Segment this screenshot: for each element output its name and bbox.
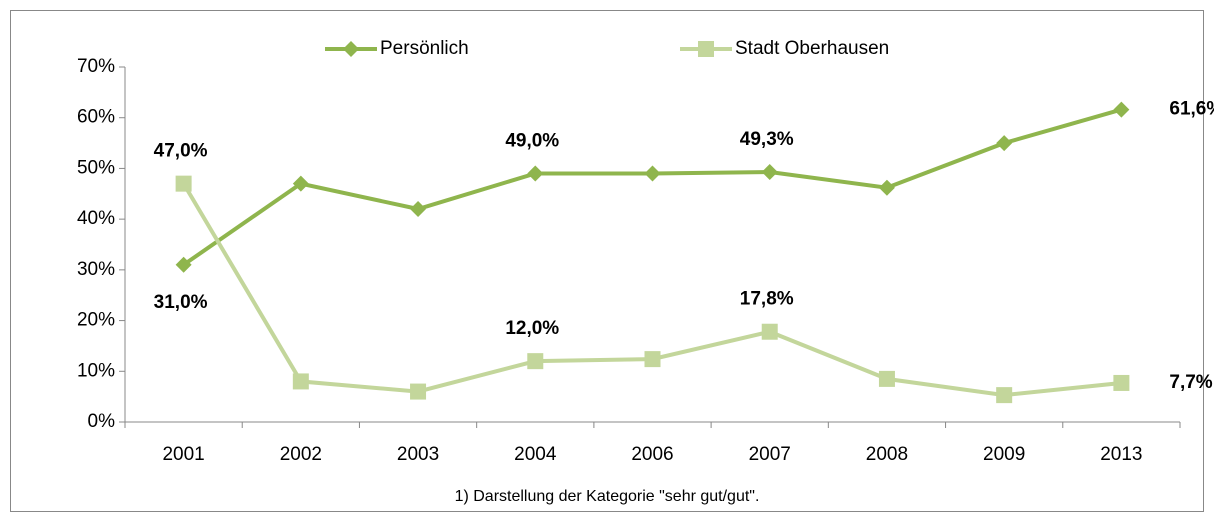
x-tick-label: 2004 — [514, 444, 557, 465]
value-label: 61,6% — [1169, 99, 1214, 120]
x-tick-label: 2007 — [749, 444, 791, 465]
x-tick-label: 2008 — [866, 444, 908, 465]
data-point — [410, 201, 427, 217]
legend-label: Stadt Oberhausen — [735, 38, 889, 59]
data-point — [292, 373, 309, 390]
x-tick-label: 2001 — [162, 444, 204, 465]
data-point — [644, 165, 661, 182]
chart-frame — [10, 10, 1204, 512]
x-tick-label: 2013 — [1100, 444, 1142, 465]
data-point — [761, 163, 778, 180]
data-point — [175, 256, 192, 273]
value-label: 49,0% — [505, 131, 559, 152]
y-tick-label: 10% — [77, 360, 115, 381]
data-point — [175, 175, 192, 192]
legend-label: Persönlich — [380, 38, 469, 59]
y-tick-label: 0% — [88, 411, 116, 432]
data-point — [527, 353, 544, 370]
data-point — [410, 383, 427, 400]
data-point — [878, 370, 895, 387]
data-point — [1113, 101, 1130, 118]
value-label: 12,0% — [505, 318, 559, 339]
value-label: 7,7% — [1169, 372, 1212, 393]
x-tick-label: 2009 — [983, 444, 1025, 465]
y-tick-label: 60% — [77, 107, 115, 128]
data-point — [527, 165, 544, 182]
data-point — [996, 135, 1013, 152]
data-point — [1113, 374, 1130, 391]
data-point — [761, 323, 778, 340]
x-tick-label: 2002 — [280, 444, 322, 465]
legend-marker — [698, 41, 714, 57]
data-point — [996, 387, 1013, 404]
value-label: 49,3% — [740, 129, 794, 150]
value-label: 47,0% — [154, 141, 208, 162]
x-tick-label: 2003 — [397, 444, 439, 465]
legend-marker — [343, 41, 359, 57]
data-point — [878, 179, 895, 196]
footnote: 1) Darstellung der Kategorie "sehr gut/g… — [455, 488, 760, 505]
data-point — [644, 351, 661, 368]
value-label: 17,8% — [740, 289, 794, 310]
y-tick-label: 20% — [77, 310, 115, 331]
y-tick-label: 70% — [77, 56, 115, 77]
y-tick-label: 40% — [77, 208, 115, 229]
y-tick-label: 50% — [77, 157, 115, 178]
y-tick-label: 30% — [77, 259, 115, 280]
x-tick-label: 2006 — [631, 444, 673, 465]
data-point — [292, 175, 309, 192]
value-label: 31,0% — [154, 292, 208, 313]
